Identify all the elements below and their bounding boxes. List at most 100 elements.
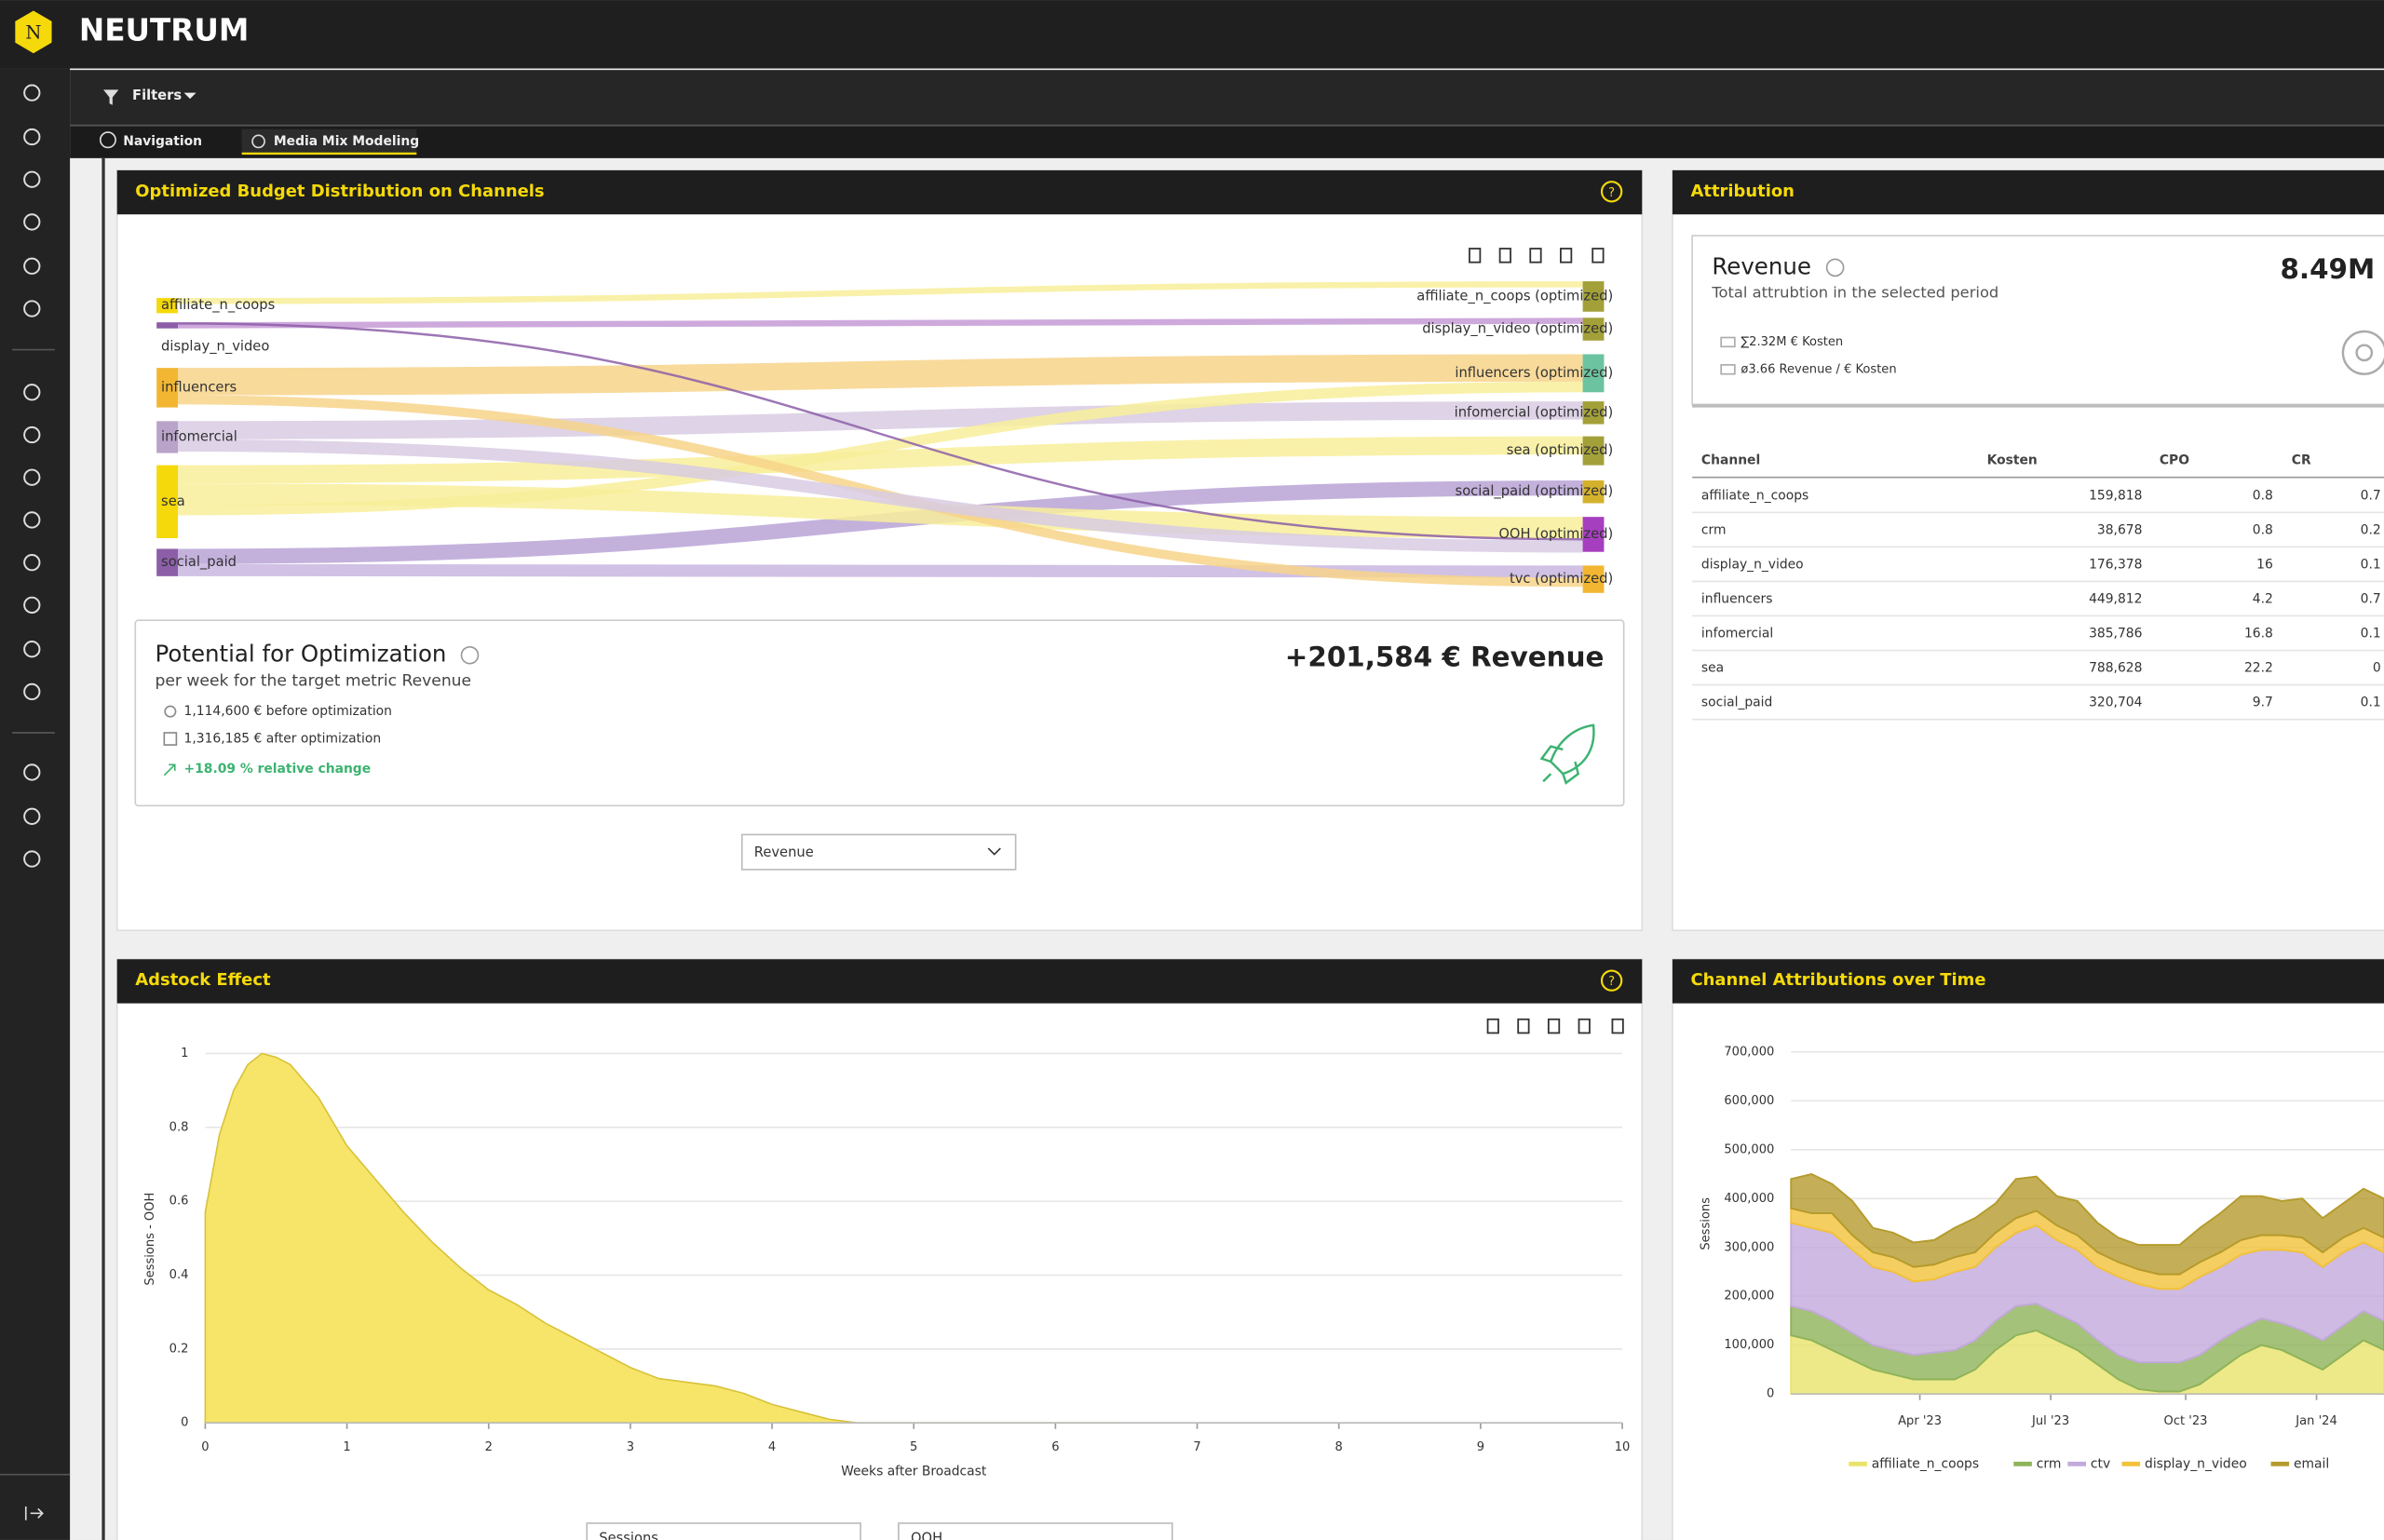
sankey-target-label: tvc (optimized) xyxy=(1510,571,1613,587)
y-tick-label: 100,000 xyxy=(1724,1338,1774,1352)
table-cell: 0.1 xyxy=(2361,696,2381,710)
sankey-flow xyxy=(178,401,1583,439)
sankey-source-label: social_paid xyxy=(161,554,237,570)
nav-icon[interactable] xyxy=(23,300,41,317)
chart-tool[interactable] xyxy=(1498,248,1511,263)
table-cell: 0 xyxy=(2373,661,2381,676)
chart-tool[interactable] xyxy=(1486,1018,1499,1034)
relative-change: +18.09 % relative change xyxy=(184,762,372,777)
sankey-flow xyxy=(178,381,1583,516)
chart-tool[interactable] xyxy=(1469,248,1482,263)
adstock-select-value: OOH xyxy=(911,1530,942,1540)
chart-tool[interactable] xyxy=(1560,248,1573,263)
chart-tool[interactable] xyxy=(1578,1018,1591,1034)
change-icon xyxy=(163,763,176,777)
nav-icon[interactable] xyxy=(23,170,41,188)
nav-icon[interactable] xyxy=(23,84,41,101)
chart-tool[interactable] xyxy=(1547,1018,1561,1034)
nav-icon[interactable] xyxy=(23,426,41,444)
sankey-source-label: affiliate_n_coops xyxy=(161,297,275,313)
table-cell: 385,786 xyxy=(2089,627,2142,642)
metric-select-value: Revenue xyxy=(754,844,814,860)
x-tick-label: 10 xyxy=(1615,1440,1631,1454)
panel-title: Adstock Effect xyxy=(135,970,271,990)
panel-title: Channel Attributions over Time xyxy=(1691,970,1986,990)
chart-tool[interactable] xyxy=(1529,248,1542,263)
sankey-flow xyxy=(178,439,1583,553)
y-tick-label: 300,000 xyxy=(1724,1240,1774,1254)
table-cell: 0.7 xyxy=(2361,488,2381,503)
table-header: Kosten xyxy=(1987,453,2038,468)
chart-tool[interactable] xyxy=(1592,248,1605,263)
filter-icon[interactable] xyxy=(103,89,119,105)
table-cell: 0.8 xyxy=(2253,522,2273,537)
attribution-costs: ∑2.32M € Kosten xyxy=(1741,335,1843,349)
adstock-select-value: Sessions xyxy=(599,1530,658,1540)
sankey-node xyxy=(156,465,179,539)
table-cell: display_n_video xyxy=(1701,557,1804,572)
nav-icon[interactable] xyxy=(23,213,41,231)
x-tick-label: Jan '24 xyxy=(2295,1414,2337,1428)
x-tick-label: 5 xyxy=(910,1440,917,1454)
nav-icon[interactable] xyxy=(23,682,41,701)
sankey-node xyxy=(1582,436,1605,466)
sankey-source-label: display_n_video xyxy=(161,338,269,354)
help-icon[interactable] xyxy=(1600,969,1623,992)
chart-tool[interactable] xyxy=(1517,1018,1530,1034)
sankey-source-label: influencers xyxy=(161,379,237,395)
table-header: Channel xyxy=(1701,453,1760,468)
x-tick-label: 8 xyxy=(1335,1440,1343,1454)
help-icon[interactable] xyxy=(1600,181,1623,203)
help-icon[interactable] xyxy=(1825,258,1845,277)
nav-icon[interactable] xyxy=(23,850,41,868)
nav-icon[interactable] xyxy=(23,641,41,658)
sankey-node xyxy=(156,298,179,314)
attribution-value: 8.49M xyxy=(2280,253,2375,285)
nav-icon[interactable] xyxy=(23,763,41,781)
chart-tool[interactable] xyxy=(1611,1018,1624,1034)
table-cell: 0.8 xyxy=(2253,488,2273,503)
y-tick-label: 0 xyxy=(1767,1387,1774,1401)
nav-icon[interactable] xyxy=(23,554,41,572)
nav-icon[interactable] xyxy=(23,596,41,614)
y-tick-label: 600,000 xyxy=(1724,1094,1774,1108)
attribution-description: Total attrubtion in the selected period xyxy=(1711,284,1998,302)
logo-letter: N xyxy=(25,21,41,43)
nav-icon[interactable] xyxy=(23,257,41,275)
adstock-area xyxy=(204,1052,1127,1425)
table-cell: 16.8 xyxy=(2244,627,2273,642)
before-value: 1,114,600 € before optimization xyxy=(184,704,392,719)
target-icon xyxy=(2341,330,2384,375)
metric-select[interactable] xyxy=(740,833,1017,871)
table-cell: crm xyxy=(1701,522,1727,537)
x-axis-label: Weeks after Broadcast xyxy=(841,1464,987,1479)
legend-label: ctv xyxy=(2091,1456,2110,1471)
sidebar xyxy=(0,68,71,1540)
table-cell: 38,678 xyxy=(2097,522,2143,537)
costs-icon xyxy=(1720,336,1736,348)
nav-icon[interactable] xyxy=(23,807,41,825)
sankey-node xyxy=(1582,317,1605,341)
potential-card xyxy=(134,619,1625,807)
logout-icon[interactable] xyxy=(24,1506,44,1520)
sankey-flow xyxy=(178,354,1583,396)
table-cell: 320,704 xyxy=(2089,696,2142,710)
nav-icon[interactable] xyxy=(23,384,41,401)
filters-button: Filters xyxy=(132,88,182,103)
panel-title: Attribution xyxy=(1691,182,1795,201)
logo-hex xyxy=(15,10,52,54)
top-bar xyxy=(0,0,2384,69)
table-cell: 788,628 xyxy=(2089,661,2142,676)
table-cell: 0.7 xyxy=(2361,591,2381,606)
x-tick-label: 0 xyxy=(201,1440,209,1454)
nav-icon[interactable] xyxy=(23,468,41,486)
help-icon[interactable] xyxy=(460,645,480,665)
sankey-node xyxy=(156,368,179,408)
nav-icon[interactable] xyxy=(23,511,41,529)
nav-icon[interactable] xyxy=(23,128,41,146)
ratio-icon xyxy=(1720,364,1736,375)
legend-label: display_n_video xyxy=(2145,1456,2247,1471)
sankey-node xyxy=(156,322,179,329)
